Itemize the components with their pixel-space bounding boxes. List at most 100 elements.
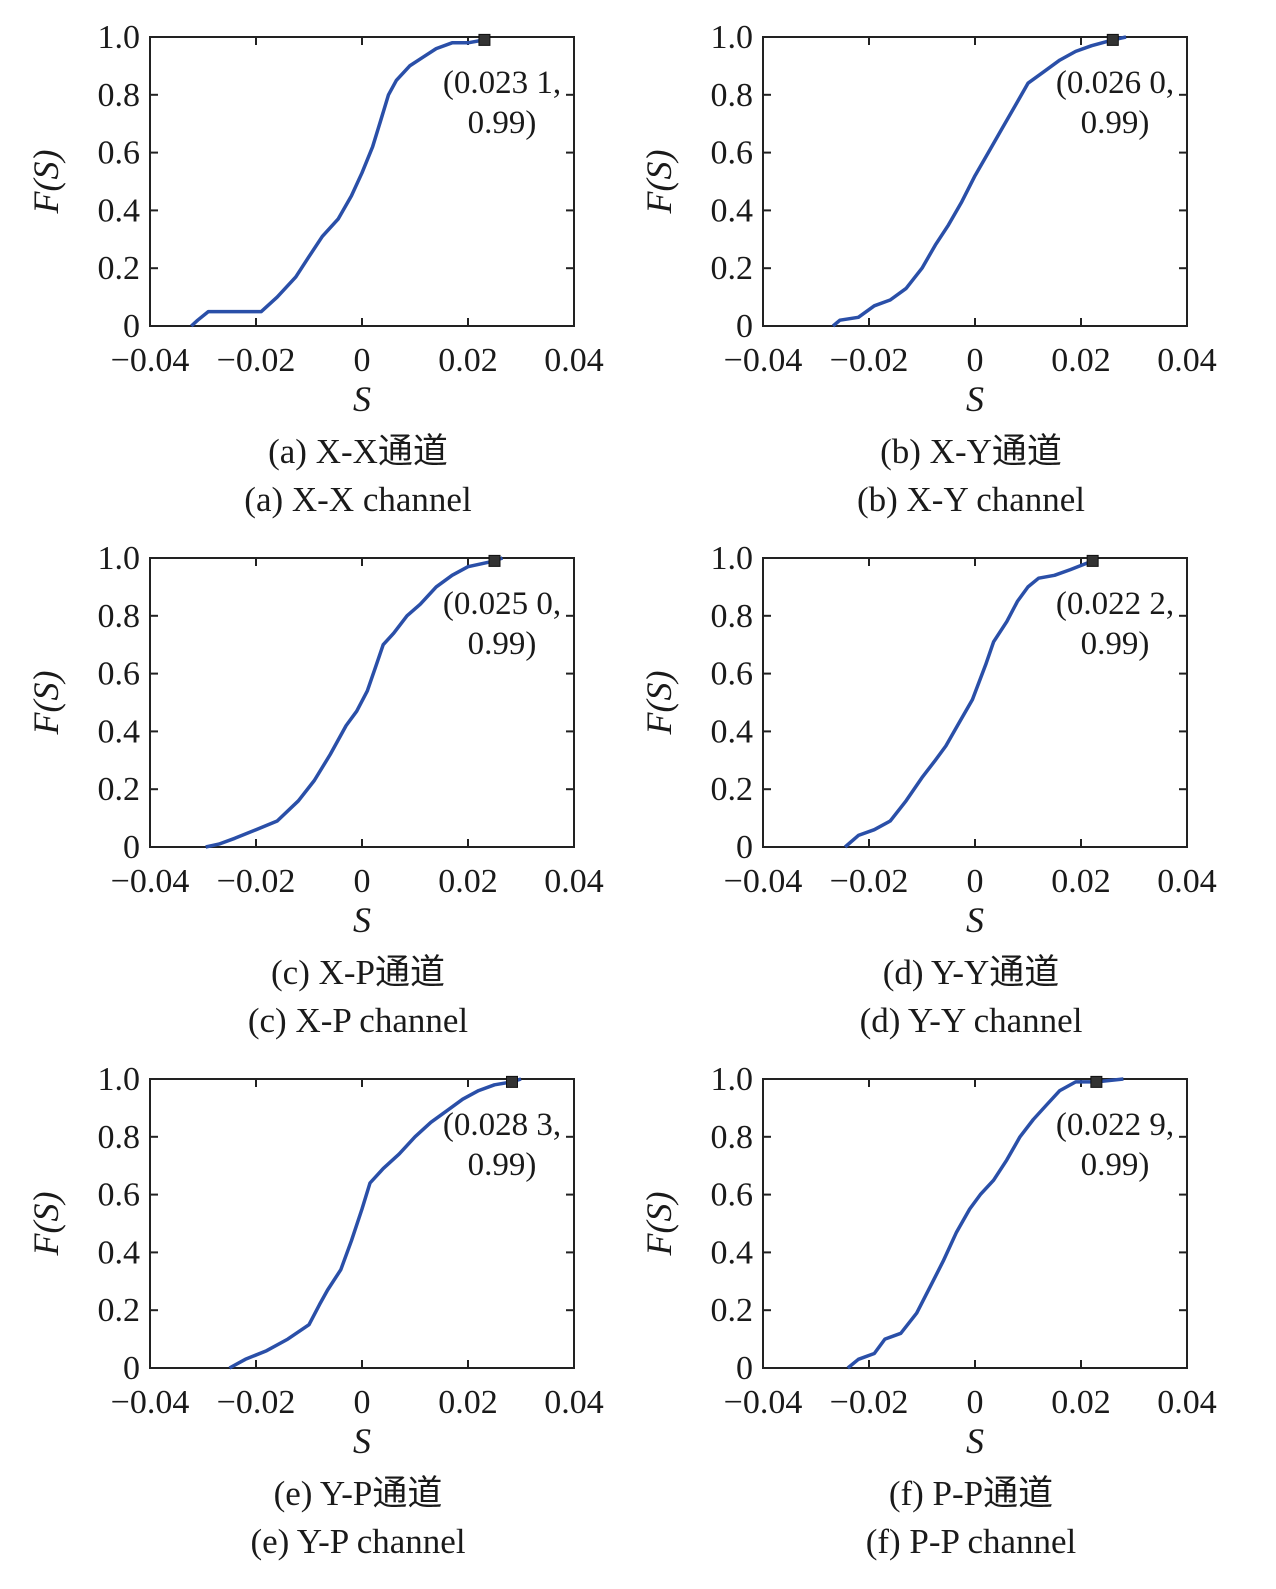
y-tick-label: 0.4	[98, 1234, 141, 1271]
x-axis-label: S	[966, 379, 984, 419]
caption-cn: (d) Y-Y通道	[883, 953, 1060, 992]
y-tick-label: 0	[736, 308, 753, 345]
y-tick-label: 0.4	[98, 192, 141, 229]
x-tick-label: 0.04	[544, 1384, 604, 1421]
x-tick-label: −0.04	[724, 342, 803, 379]
y-tick-label: 0.2	[711, 771, 754, 808]
marker-point	[1106, 33, 1119, 46]
x-tick-label: 0.04	[544, 342, 604, 379]
x-tick-label: 0.02	[438, 1384, 498, 1421]
marker-point	[478, 33, 491, 46]
annotation-line2: 0.99)	[468, 105, 537, 141]
y-tick-label: 0.6	[98, 1177, 141, 1214]
y-axis-label: F(S)	[26, 150, 66, 215]
y-tick-label: 0.6	[98, 135, 141, 172]
marker-point	[1090, 1075, 1103, 1088]
y-tick-label: 0	[123, 308, 140, 345]
y-tick-label: 1.0	[98, 19, 141, 56]
chart-panel-c: −0.04 −0.02 0 0.02 0.04 0 0.2 0.4 0.6 0.8 1.0 S F(S)…	[26, 540, 604, 1040]
annotation-line2: 0.99)	[468, 1147, 537, 1183]
y-tick-label: 0.6	[711, 1177, 754, 1214]
x-axis-label: S	[353, 900, 371, 940]
x-tick-label: −0.02	[217, 342, 296, 379]
annotation-line1: (0.023 1,	[443, 65, 561, 101]
y-tick-label: 1.0	[711, 1061, 754, 1098]
y-tick-label: 0	[123, 1350, 140, 1387]
y-tick-label: 0.8	[711, 77, 754, 114]
x-tick-label: 0	[354, 342, 371, 379]
y-tick-label: 0.4	[711, 713, 754, 750]
x-tick-label: 0.02	[438, 863, 498, 900]
cdf-line	[843, 559, 1094, 849]
y-tick-label: 1.0	[711, 19, 754, 56]
x-axis-label: S	[966, 900, 984, 940]
caption-cn: (c) X-P通道	[271, 953, 445, 992]
y-tick-label: 0.8	[98, 77, 141, 114]
caption-en: (b) X-Y channel	[857, 480, 1085, 519]
x-tick-label: 0.02	[438, 342, 498, 379]
y-tick-label: 0.4	[711, 1234, 754, 1271]
y-tick-label: 1.0	[98, 1061, 141, 1098]
annotation-line1: (0.022 2,	[1056, 586, 1174, 622]
x-tick-label: 0.04	[1157, 863, 1217, 900]
y-tick-label: 0.8	[98, 1119, 141, 1156]
x-tick-label: −0.02	[830, 863, 909, 900]
x-tick-label: 0.04	[544, 863, 604, 900]
y-axis-label: F(S)	[639, 671, 679, 736]
chart-panel-e: −0.04 −0.02 0 0.02 0.04 0 0.2 0.4 0.6 0.8 1.0 S F(S)…	[26, 1061, 604, 1561]
annotation-line2: 0.99)	[468, 626, 537, 662]
y-tick-label: 0.6	[98, 656, 141, 693]
marker-point	[488, 554, 501, 567]
x-tick-label: 0	[967, 1384, 984, 1421]
annotation-line2: 0.99)	[1081, 1147, 1150, 1183]
y-tick-label: 0.4	[98, 713, 141, 750]
y-axis-label: F(S)	[639, 150, 679, 215]
x-tick-label: 0.04	[1157, 1384, 1217, 1421]
cdf-line	[228, 1077, 522, 1370]
y-tick-label: 0.2	[98, 250, 141, 287]
caption-cn: (e) Y-P通道	[274, 1474, 443, 1513]
x-tick-label: −0.02	[830, 1384, 909, 1421]
annotation-line2: 0.99)	[1081, 626, 1150, 662]
y-tick-label: 0	[123, 829, 140, 866]
x-tick-label: 0	[967, 863, 984, 900]
y-tick-label: 0.4	[711, 192, 754, 229]
x-tick-label: −0.04	[724, 863, 803, 900]
cdf-line	[205, 556, 504, 849]
annotation-line1: (0.022 9,	[1056, 1107, 1174, 1143]
caption-en: (c) X-P channel	[248, 1001, 469, 1040]
x-axis-label: S	[353, 379, 371, 419]
x-tick-label: −0.02	[217, 863, 296, 900]
y-tick-label: 0.8	[711, 598, 754, 635]
annotation-line2: 0.99)	[1081, 105, 1150, 141]
annotation-line1: (0.025 0,	[443, 586, 561, 622]
x-tick-label: 0.02	[1051, 1384, 1111, 1421]
x-axis-label: S	[353, 1421, 371, 1461]
x-tick-label: −0.04	[111, 1384, 190, 1421]
x-tick-label: 0	[354, 863, 371, 900]
y-tick-label: 0.2	[711, 1292, 754, 1329]
caption-en: (e) Y-P channel	[250, 1522, 465, 1561]
y-tick-label: 0	[736, 829, 753, 866]
y-tick-label: 1.0	[98, 540, 141, 577]
caption-cn: (a) X-X通道	[268, 432, 448, 471]
y-tick-label: 0.2	[98, 771, 141, 808]
x-axis-label: S	[966, 1421, 984, 1461]
x-tick-label: 0.02	[1051, 342, 1111, 379]
y-axis-label: F(S)	[639, 1192, 679, 1257]
y-tick-label: 0.2	[98, 1292, 141, 1329]
y-tick-label: 0.8	[98, 598, 141, 635]
cdf-line	[831, 35, 1127, 328]
chart-panel-b: −0.04 −0.02 0 0.02 0.04 0 0.2 0.4 0.6 0.8 1.0 S F(S)…	[639, 19, 1217, 519]
x-tick-label: 0	[967, 342, 984, 379]
x-tick-label: −0.02	[830, 342, 909, 379]
y-tick-label: 0.8	[711, 1119, 754, 1156]
x-tick-label: 0	[354, 1384, 371, 1421]
marker-point	[505, 1075, 518, 1088]
y-tick-label: 0.6	[711, 656, 754, 693]
chart-panel-d: −0.04 −0.02 0 0.02 0.04 0 0.2 0.4 0.6 0.8 1.0 S F(S)…	[639, 540, 1217, 1040]
caption-en: (a) X-X channel	[244, 480, 472, 519]
x-tick-label: −0.02	[217, 1384, 296, 1421]
caption-cn: (b) X-Y通道	[880, 432, 1062, 471]
